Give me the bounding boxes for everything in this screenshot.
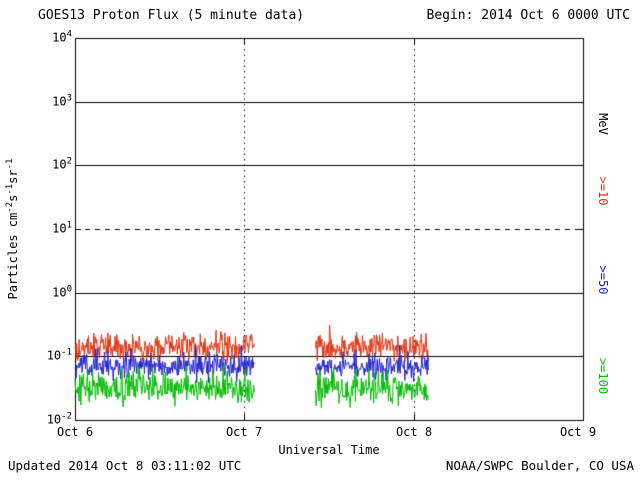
y-tick-1e-2: 10-2 xyxy=(46,411,72,427)
updated-timestamp: Updated 2014 Oct 8 03:11:02 UTC xyxy=(8,458,242,473)
x-axis-label: Universal Time xyxy=(278,443,380,457)
noaa-swpc-credit: NOAA/SWPC Boulder, CO USA xyxy=(445,458,634,473)
right-label-mev: MeV xyxy=(596,113,610,135)
right-label-ge100: >=100 xyxy=(596,357,610,395)
y-axis-label: Particles cm-2s-1sr-1 xyxy=(5,158,20,300)
right-label-ge50: >=50 xyxy=(596,265,610,295)
x-tick-oct7: Oct 7 xyxy=(225,425,263,439)
begin-date-label: Begin: 2014 Oct 6 0000 UTC xyxy=(426,8,631,23)
y-tick-1e-1: 10-1 xyxy=(46,347,72,363)
x-tick-oct9: Oct 9 xyxy=(559,425,597,439)
y-tick-1e1: 101 xyxy=(52,220,72,236)
y-tick-1e0: 100 xyxy=(52,284,72,300)
chart-title: GOES13 Proton Flux (5 minute data) xyxy=(38,8,305,23)
y-tick-1e4: 104 xyxy=(52,29,72,45)
x-tick-oct6: Oct 6 xyxy=(56,425,94,439)
right-label-ge10: >=10 xyxy=(596,176,610,206)
x-tick-oct8: Oct 8 xyxy=(395,425,433,439)
y-tick-1e2: 102 xyxy=(52,156,72,172)
y-tick-1e3: 103 xyxy=(52,93,72,109)
